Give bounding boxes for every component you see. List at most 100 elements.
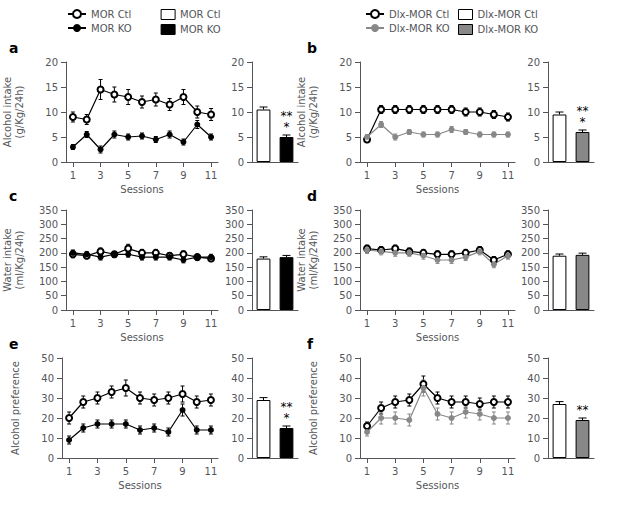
svg-text:0: 0 bbox=[52, 305, 58, 316]
svg-text:1: 1 bbox=[70, 170, 76, 181]
svg-text:9: 9 bbox=[477, 318, 483, 329]
svg-text:50: 50 bbox=[527, 353, 540, 364]
svg-text:11: 11 bbox=[205, 318, 218, 329]
svg-text:50: 50 bbox=[45, 290, 58, 301]
svg-text:100: 100 bbox=[39, 276, 58, 287]
svg-text:200: 200 bbox=[225, 247, 244, 258]
svg-text:(g/Kg/24h): (g/Kg/24h) bbox=[14, 85, 25, 138]
svg-text:**: ** bbox=[281, 400, 293, 414]
svg-text:0: 0 bbox=[534, 305, 540, 316]
svg-text:50: 50 bbox=[231, 290, 244, 301]
svg-text:10: 10 bbox=[527, 433, 540, 444]
svg-text:50: 50 bbox=[41, 353, 54, 364]
svg-text:0: 0 bbox=[534, 157, 540, 168]
svg-text:50: 50 bbox=[231, 353, 244, 364]
svg-text:20: 20 bbox=[231, 413, 244, 424]
svg-text:**: ** bbox=[577, 403, 589, 417]
svg-text:(g/Kg/24h): (g/Kg/24h) bbox=[308, 85, 319, 138]
svg-text:0: 0 bbox=[238, 157, 244, 168]
svg-text:15: 15 bbox=[339, 82, 352, 93]
svg-text:3: 3 bbox=[392, 318, 398, 329]
svg-text:7: 7 bbox=[448, 170, 454, 181]
svg-text:9: 9 bbox=[477, 466, 483, 477]
svg-text:20: 20 bbox=[339, 413, 352, 424]
svg-text:Water intake: Water intake bbox=[2, 228, 13, 292]
svg-text:Dlx-MOR KO: Dlx-MOR KO bbox=[478, 24, 539, 35]
svg-text:**: ** bbox=[281, 109, 293, 123]
svg-text:0: 0 bbox=[238, 453, 244, 464]
svg-text:15: 15 bbox=[45, 82, 58, 93]
svg-text:Sessions: Sessions bbox=[120, 184, 163, 195]
svg-text:MOR Ctl: MOR Ctl bbox=[180, 9, 220, 20]
svg-text:200: 200 bbox=[39, 247, 58, 258]
svg-text:1: 1 bbox=[364, 170, 370, 181]
svg-text:Sessions: Sessions bbox=[120, 332, 163, 343]
svg-text:1: 1 bbox=[364, 466, 370, 477]
svg-text:**: ** bbox=[577, 104, 589, 118]
svg-text:3: 3 bbox=[392, 170, 398, 181]
svg-text:9: 9 bbox=[180, 170, 186, 181]
svg-text:Dlx-MOR KO: Dlx-MOR KO bbox=[389, 23, 450, 34]
svg-text:Dlx-MOR Ctl: Dlx-MOR Ctl bbox=[478, 9, 538, 20]
svg-text:30: 30 bbox=[41, 393, 54, 404]
svg-text:40: 40 bbox=[339, 373, 352, 384]
svg-text:30: 30 bbox=[339, 393, 352, 404]
svg-text:9: 9 bbox=[179, 466, 185, 477]
svg-text:20: 20 bbox=[41, 413, 54, 424]
svg-text:Alcohol preference: Alcohol preference bbox=[10, 361, 21, 455]
svg-text:150: 150 bbox=[333, 262, 352, 273]
svg-text:15: 15 bbox=[527, 82, 540, 93]
svg-text:250: 250 bbox=[333, 233, 352, 244]
svg-text:11: 11 bbox=[502, 318, 515, 329]
svg-text:5: 5 bbox=[125, 170, 131, 181]
svg-text:20: 20 bbox=[527, 57, 540, 68]
svg-text:0: 0 bbox=[238, 305, 244, 316]
svg-text:(ml/Kg/24h): (ml/Kg/24h) bbox=[14, 230, 25, 289]
svg-text:5: 5 bbox=[125, 318, 131, 329]
svg-text:150: 150 bbox=[225, 262, 244, 273]
svg-text:350: 350 bbox=[333, 205, 352, 216]
svg-text:(ml/Kg/24h): (ml/Kg/24h) bbox=[308, 230, 319, 289]
svg-text:40: 40 bbox=[41, 373, 54, 384]
svg-text:30: 30 bbox=[231, 393, 244, 404]
svg-text:7: 7 bbox=[151, 466, 157, 477]
svg-text:b: b bbox=[307, 40, 317, 56]
svg-text:20: 20 bbox=[527, 413, 540, 424]
svg-text:10: 10 bbox=[231, 107, 244, 118]
svg-text:5: 5 bbox=[420, 170, 426, 181]
svg-text:Sessions: Sessions bbox=[416, 184, 459, 195]
svg-text:300: 300 bbox=[39, 219, 58, 230]
svg-text:f: f bbox=[307, 336, 314, 352]
svg-text:1: 1 bbox=[70, 318, 76, 329]
svg-text:200: 200 bbox=[333, 247, 352, 258]
svg-text:7: 7 bbox=[153, 170, 159, 181]
svg-text:9: 9 bbox=[477, 170, 483, 181]
svg-text:300: 300 bbox=[225, 219, 244, 230]
svg-text:Alcohol intake: Alcohol intake bbox=[2, 77, 13, 147]
svg-text:100: 100 bbox=[521, 276, 540, 287]
svg-text:5: 5 bbox=[123, 466, 129, 477]
svg-text:a: a bbox=[9, 40, 18, 56]
svg-text:350: 350 bbox=[39, 205, 58, 216]
svg-text:Alcohol intake: Alcohol intake bbox=[296, 77, 307, 147]
svg-text:0: 0 bbox=[534, 453, 540, 464]
svg-text:MOR KO: MOR KO bbox=[180, 24, 221, 35]
svg-text:350: 350 bbox=[521, 205, 540, 216]
svg-text:Dlx-MOR Ctl: Dlx-MOR Ctl bbox=[389, 9, 449, 20]
svg-text:c: c bbox=[9, 188, 17, 204]
svg-text:d: d bbox=[307, 188, 317, 204]
svg-text:20: 20 bbox=[339, 57, 352, 68]
svg-text:Alcohol preference: Alcohol preference bbox=[308, 361, 319, 455]
svg-text:100: 100 bbox=[333, 276, 352, 287]
svg-text:7: 7 bbox=[448, 318, 454, 329]
svg-text:150: 150 bbox=[39, 262, 58, 273]
svg-text:10: 10 bbox=[41, 433, 54, 444]
svg-text:20: 20 bbox=[231, 57, 244, 68]
svg-text:0: 0 bbox=[346, 453, 352, 464]
svg-text:5: 5 bbox=[238, 132, 244, 143]
svg-text:5: 5 bbox=[52, 132, 58, 143]
svg-text:15: 15 bbox=[231, 82, 244, 93]
svg-text:10: 10 bbox=[231, 433, 244, 444]
svg-text:50: 50 bbox=[339, 353, 352, 364]
svg-text:50: 50 bbox=[339, 290, 352, 301]
